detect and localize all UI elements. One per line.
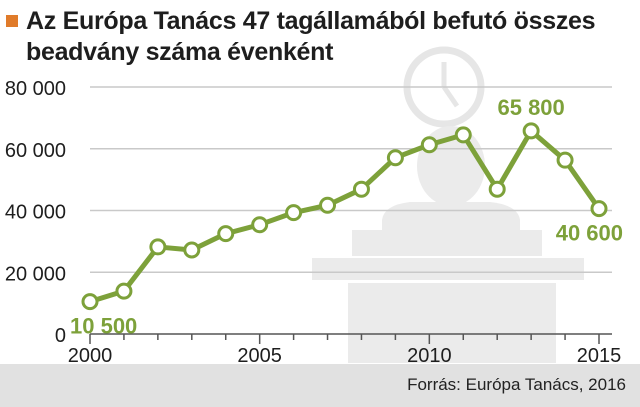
y-tick-label: 40 000: [5, 202, 66, 224]
data-point: [183, 241, 201, 259]
x-tick-label: 2010: [407, 345, 452, 367]
bench-top: [352, 230, 542, 256]
data-point: [115, 282, 133, 300]
data-point: [81, 293, 99, 311]
data-labels: 10 500 65 800 40 600: [70, 95, 623, 339]
chart-header: Az Európa Tanács 47 tagállamából befutó …: [0, 4, 640, 70]
data-point: [590, 200, 608, 218]
y-tick-label: 80 000: [5, 78, 66, 100]
y-tick-label: 20 000: [5, 263, 66, 285]
data-point: [285, 204, 303, 222]
data-label: 10 500: [70, 314, 137, 339]
background-illustration: [312, 46, 584, 363]
clock-hand-hour: [441, 85, 460, 108]
data-point: [251, 216, 269, 234]
x-tick-label: 2015: [577, 345, 622, 367]
series-line: [89, 128, 602, 304]
data-point: [319, 196, 337, 214]
grid-lines: [90, 86, 612, 273]
source-bar: [0, 364, 640, 407]
data-label: 65 800: [497, 95, 564, 120]
data-point: [522, 122, 540, 140]
bench-front: [348, 283, 556, 363]
y-tick-label: 60 000: [5, 140, 66, 162]
data-point: [556, 151, 574, 169]
chart-title: Az Európa Tanács 47 tagállamából befutó …: [26, 7, 596, 66]
title-accent-square: [6, 15, 18, 27]
y-tick-label: 0: [55, 325, 66, 347]
data-point: [420, 136, 438, 154]
axes: 0 20 000 40 000 60 000 80 000 2000 2005 2010 201…: [5, 78, 621, 367]
data-label: 40 600: [556, 221, 623, 246]
bench-platform: [312, 258, 584, 280]
x-tick-label: 2000: [68, 345, 113, 367]
data-point: [217, 225, 235, 243]
source-note: Forrás: Európa Tanács, 2016: [407, 375, 626, 394]
data-point: [488, 180, 506, 198]
series-line-group: [89, 128, 602, 304]
data-point: [386, 149, 404, 167]
data-point: [149, 238, 167, 256]
data-points: [81, 122, 608, 311]
data-point: [352, 180, 370, 198]
x-tick-label: 2005: [237, 345, 282, 367]
data-point: [454, 126, 472, 144]
